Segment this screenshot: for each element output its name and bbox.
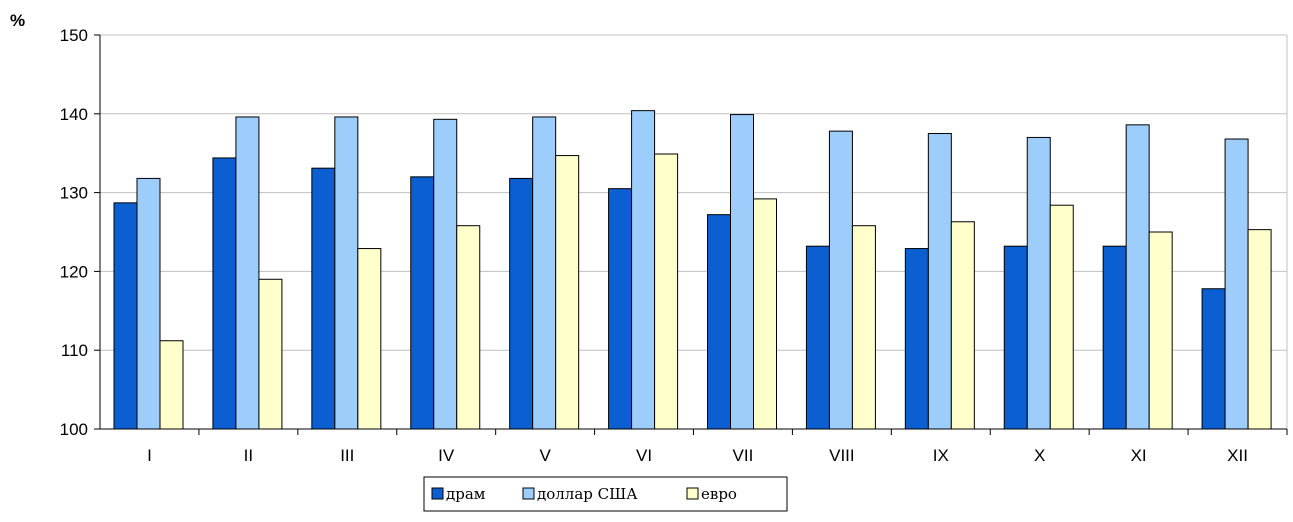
bar-2-IV bbox=[433, 118, 458, 430]
bar-1-III bbox=[311, 167, 336, 430]
x-tick-label: V bbox=[539, 446, 551, 465]
bar-3-XII bbox=[1247, 229, 1272, 430]
bar-2-VIII bbox=[828, 130, 853, 430]
gridlines bbox=[100, 34, 1288, 429]
bar-2-XII bbox=[1224, 138, 1249, 430]
x-tick-label: III bbox=[340, 446, 354, 465]
bar-1-IV bbox=[410, 176, 435, 430]
y-unit-label: % bbox=[10, 11, 25, 30]
legend-label: евро bbox=[701, 485, 737, 503]
bar-3-X bbox=[1049, 204, 1074, 430]
bar-1-IX bbox=[904, 248, 929, 430]
bar-3-I bbox=[159, 340, 184, 430]
bar-3-IX bbox=[950, 221, 975, 430]
bar-1-II bbox=[212, 157, 237, 430]
bar-3-II bbox=[258, 278, 283, 430]
x-tick-label: VII bbox=[733, 446, 754, 465]
bars bbox=[113, 110, 1272, 430]
bar-1-VIII bbox=[805, 245, 830, 430]
bar-2-V bbox=[532, 116, 557, 430]
bar-2-II bbox=[235, 116, 260, 430]
bar-1-X bbox=[1003, 245, 1028, 430]
bar-1-XI bbox=[1102, 245, 1127, 430]
x-tick-label: II bbox=[244, 446, 253, 465]
bar-1-I bbox=[113, 202, 138, 430]
bar-1-VI bbox=[608, 188, 633, 430]
bar-1-XII bbox=[1201, 288, 1226, 430]
bar-1-VII bbox=[707, 214, 731, 430]
x-tick-label: VIII bbox=[829, 446, 855, 465]
bar-2-III bbox=[334, 116, 359, 430]
bar-3-XI bbox=[1148, 231, 1173, 430]
bar-3-VIII bbox=[851, 225, 876, 430]
x-tick-label: VI bbox=[636, 446, 652, 465]
x-tick-label: IX bbox=[933, 446, 949, 465]
bar-2-IX bbox=[927, 133, 952, 430]
x-tick-label: IV bbox=[438, 446, 455, 465]
legend-swatch bbox=[522, 487, 535, 500]
x-tick-label: X bbox=[1034, 446, 1045, 465]
bar-3-IV bbox=[456, 225, 481, 430]
legend-swatch bbox=[431, 487, 444, 500]
y-tick-label: 120 bbox=[60, 262, 88, 281]
legend-label: драм bbox=[446, 485, 486, 503]
bar-3-III bbox=[357, 248, 382, 430]
y-tick-label: 130 bbox=[60, 184, 88, 203]
y-tick-label: 110 bbox=[61, 341, 88, 360]
y-tick-label: 140 bbox=[60, 105, 88, 124]
x-tick-label: XI bbox=[1131, 446, 1147, 465]
bar-3-VI bbox=[654, 153, 679, 430]
bar-2-XI bbox=[1125, 124, 1150, 430]
legend-swatch bbox=[686, 487, 699, 500]
bar-3-VII bbox=[753, 198, 777, 430]
legend-box bbox=[423, 476, 788, 512]
x-tick-label: I bbox=[147, 446, 152, 465]
bar-3-V bbox=[555, 155, 580, 430]
bar-2-I bbox=[136, 177, 161, 430]
bar-2-VII bbox=[730, 114, 754, 430]
y-tick-label: 150 bbox=[60, 26, 88, 45]
x-tick-label: XII bbox=[1227, 446, 1248, 465]
bar-2-X bbox=[1026, 136, 1051, 430]
bar-1-V bbox=[509, 177, 534, 430]
bar-2-VI bbox=[631, 110, 656, 430]
y-tick-label: 100 bbox=[60, 420, 88, 439]
legend-label: доллар США bbox=[537, 485, 638, 503]
legend: драм доллар США евро bbox=[423, 476, 788, 512]
